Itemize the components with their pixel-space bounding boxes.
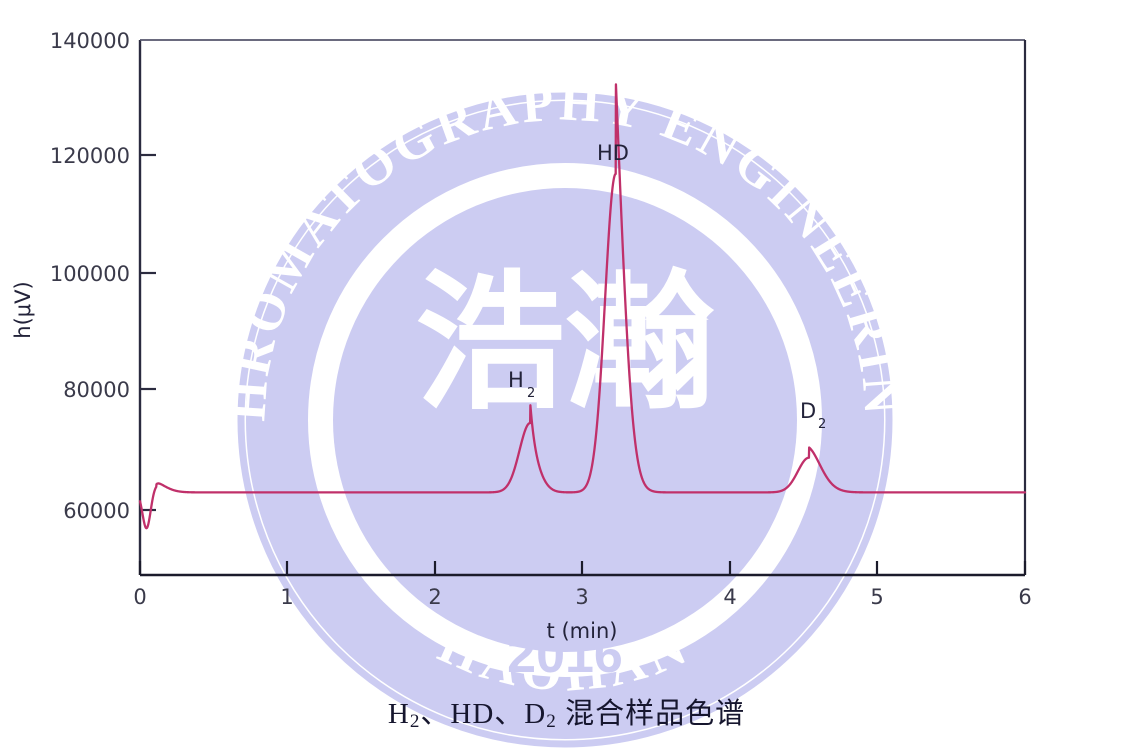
x-axis-tick-labels: 0 1 2 3 4 5 6 [133, 585, 1031, 609]
caption-sub-2: 2 [546, 711, 557, 733]
x-tick-label-5: 5 [870, 585, 883, 609]
peak-label-hd: HD [597, 141, 629, 165]
peak-annotations: H 2 HD D 2 [508, 141, 826, 432]
peak-label-d2-sub: 2 [818, 417, 826, 432]
peak-label-h2-sub: 2 [527, 386, 535, 401]
peak-label-h2: H [508, 368, 524, 392]
chromatogram-trace [138, 83, 1027, 530]
caption-part-3: 混合样品色谱 [556, 698, 746, 730]
y-axis-tick-labels: 140000 120000 100000 80000 60000 [50, 29, 130, 523]
y-tick-label-120000: 120000 [50, 144, 130, 168]
axis-frame [138, 39, 1027, 577]
caption-part-1: H [387, 698, 410, 730]
x-tick-label-4: 4 [723, 585, 736, 609]
x-tick-label-0: 0 [133, 585, 146, 609]
x-tick-label-2: 2 [428, 585, 441, 609]
y-tick-label-140000: 140000 [50, 29, 130, 53]
x-tick-label-1: 1 [280, 585, 293, 609]
x-axis-title: t (min) [547, 619, 618, 643]
peak-label-d2: D [800, 399, 816, 423]
y-tick-label-80000: 80000 [63, 378, 130, 402]
caption-part-2: 、HD、D [420, 698, 547, 730]
y-tick-label-100000: 100000 [50, 262, 130, 286]
x-tick-label-6: 6 [1018, 585, 1031, 609]
caption-sub-1: 2 [409, 711, 421, 733]
figure-caption: H2、HD、D2 混合样品色谱 [0, 690, 1133, 732]
y-axis-title: h(μV) [11, 281, 35, 338]
y-tick-label-60000: 60000 [63, 499, 130, 523]
y-axis-ticks [140, 153, 156, 512]
x-axis-ticks [138, 561, 1027, 575]
x-tick-label-3: 3 [575, 585, 588, 609]
